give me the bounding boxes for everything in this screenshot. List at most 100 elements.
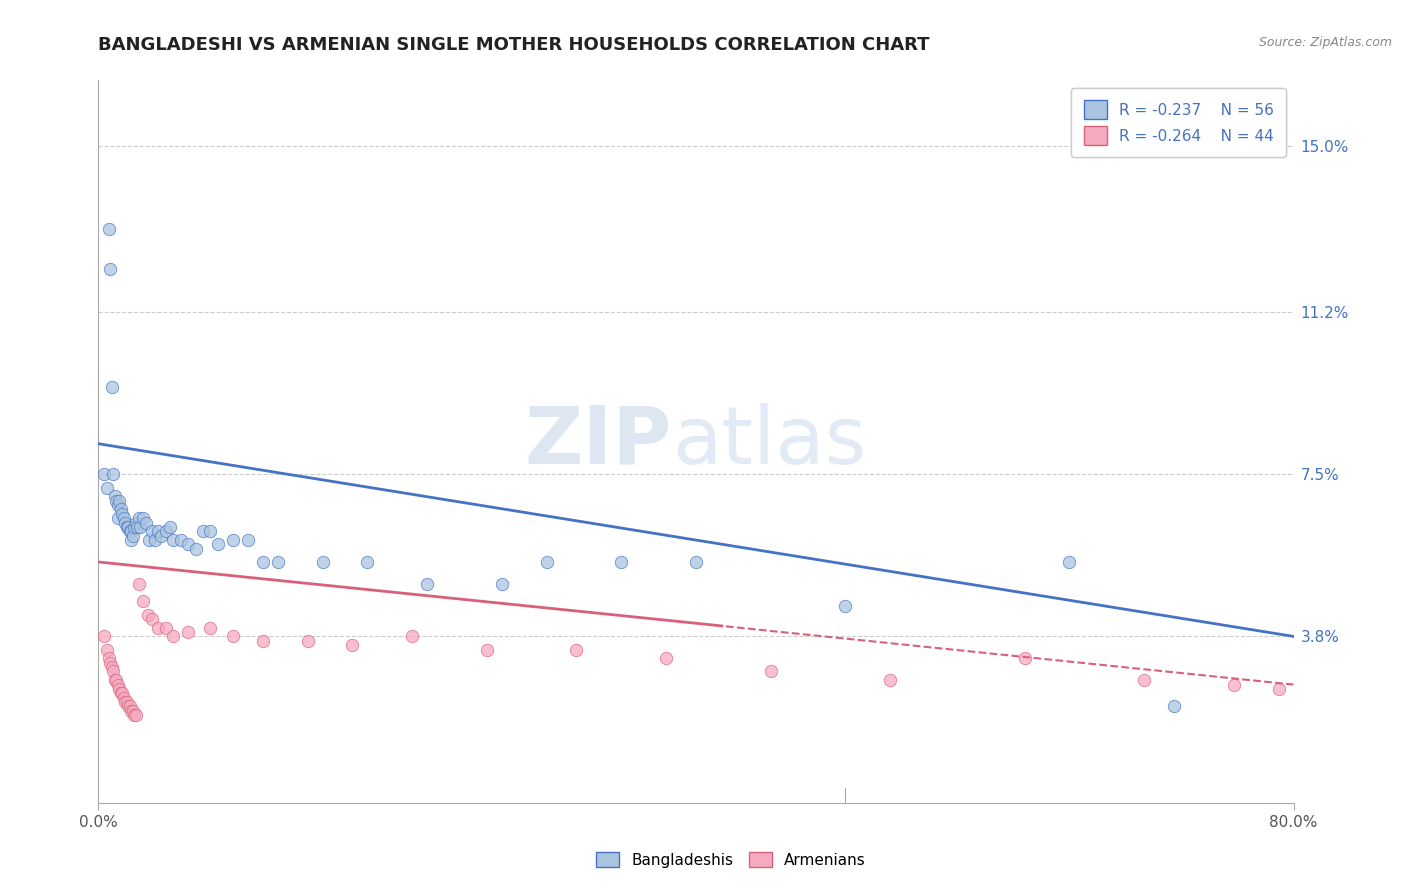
Point — [162, 629, 184, 643]
Text: Source: ZipAtlas.com: Source: ZipAtlas.com — [1258, 36, 1392, 49]
Point — [342, 638, 364, 652]
Point — [97, 222, 120, 236]
Point — [222, 533, 245, 547]
Point — [118, 699, 141, 714]
Point — [655, 651, 678, 665]
Point — [105, 673, 128, 688]
Point — [120, 524, 142, 539]
Point — [207, 537, 229, 551]
Point — [401, 629, 423, 643]
Point — [252, 633, 274, 648]
Point — [759, 665, 782, 679]
Point — [129, 520, 152, 534]
Text: BANGLADESHI VS ARMENIAN SINGLE MOTHER HOUSEHOLDS CORRELATION CHART: BANGLADESHI VS ARMENIAN SINGLE MOTHER HO… — [98, 36, 929, 54]
Point — [98, 261, 122, 276]
Point — [125, 708, 148, 723]
Point — [107, 511, 129, 525]
Point — [103, 467, 125, 482]
Point — [200, 524, 222, 539]
Point — [169, 533, 191, 547]
Point — [148, 524, 170, 539]
Point — [236, 533, 259, 547]
Point — [132, 511, 155, 525]
Point — [834, 599, 856, 613]
Point — [356, 555, 378, 569]
Point — [128, 511, 150, 525]
Point — [115, 695, 138, 709]
Point — [159, 520, 181, 534]
Point — [610, 555, 633, 569]
Point — [267, 555, 290, 569]
Point — [93, 467, 115, 482]
Legend: Bangladeshis, Armenians: Bangladeshis, Armenians — [589, 844, 873, 875]
Point — [114, 516, 136, 530]
Point — [103, 665, 125, 679]
Point — [155, 524, 177, 539]
Point — [101, 660, 124, 674]
Point — [685, 555, 707, 569]
Point — [1059, 555, 1081, 569]
Point — [132, 594, 155, 608]
Point — [200, 621, 222, 635]
Point — [135, 516, 157, 530]
Point — [141, 612, 163, 626]
Point — [297, 633, 319, 648]
Legend: R = -0.237    N = 56, R = -0.264    N = 44: R = -0.237 N = 56, R = -0.264 N = 44 — [1071, 88, 1286, 157]
Point — [565, 642, 588, 657]
Point — [117, 699, 139, 714]
Point — [114, 695, 136, 709]
Point — [1267, 681, 1289, 696]
Point — [112, 511, 135, 525]
Point — [110, 686, 132, 700]
Point — [98, 656, 122, 670]
Point — [93, 629, 115, 643]
Point — [120, 704, 142, 718]
Point — [124, 520, 146, 534]
Point — [311, 555, 333, 569]
Point — [101, 380, 124, 394]
Point — [96, 481, 118, 495]
Point — [191, 524, 214, 539]
Point — [491, 577, 513, 591]
Point — [121, 529, 143, 543]
Point — [104, 489, 127, 503]
Point — [124, 708, 146, 723]
Point — [112, 690, 135, 705]
Point — [141, 524, 163, 539]
Point — [143, 533, 166, 547]
Point — [1014, 651, 1036, 665]
Point — [108, 681, 131, 696]
Point — [96, 642, 118, 657]
Point — [105, 493, 128, 508]
Point — [416, 577, 439, 591]
Text: ZIP: ZIP — [524, 402, 672, 481]
Point — [177, 625, 200, 640]
Point — [536, 555, 558, 569]
Point — [127, 520, 149, 534]
Point — [125, 516, 148, 530]
Point — [128, 577, 150, 591]
Point — [115, 520, 138, 534]
Point — [107, 498, 129, 512]
Point — [162, 533, 184, 547]
Point — [475, 642, 498, 657]
Point — [177, 537, 200, 551]
Point — [155, 621, 177, 635]
Point — [1163, 699, 1185, 714]
Point — [252, 555, 274, 569]
Point — [110, 502, 132, 516]
Point — [97, 651, 120, 665]
Point — [111, 507, 134, 521]
Point — [118, 524, 141, 539]
Point — [222, 629, 245, 643]
Point — [108, 493, 131, 508]
Point — [117, 520, 139, 534]
Point — [150, 529, 173, 543]
Point — [1223, 677, 1246, 691]
Point — [184, 541, 207, 556]
Point — [120, 533, 142, 547]
Point — [104, 673, 127, 688]
Point — [138, 533, 160, 547]
Point — [1133, 673, 1156, 688]
Text: atlas: atlas — [672, 402, 866, 481]
